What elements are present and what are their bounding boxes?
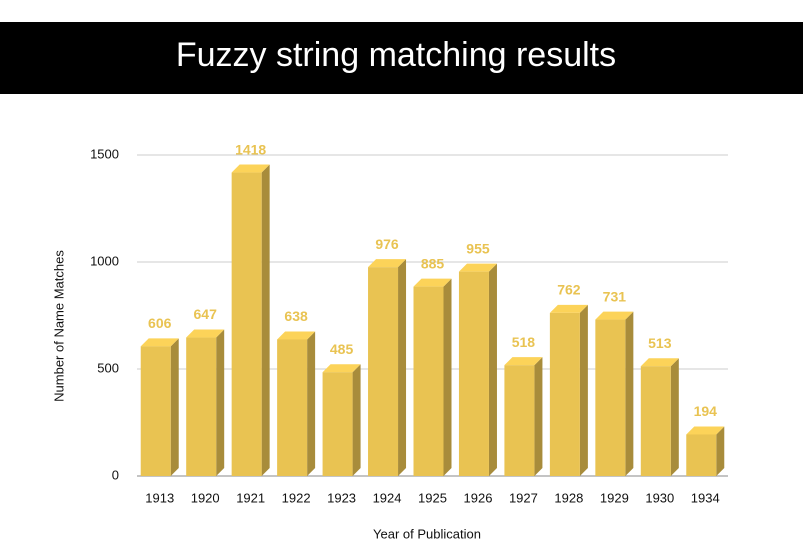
bar <box>595 311 634 476</box>
bar-front <box>413 286 444 476</box>
bar-front <box>140 346 171 476</box>
value-label: 731 <box>603 288 627 304</box>
value-label: 647 <box>194 306 218 322</box>
value-label: 518 <box>512 334 536 350</box>
value-label: 485 <box>330 341 354 357</box>
bar <box>368 259 407 476</box>
bar-top <box>413 278 452 287</box>
bar-top <box>277 331 316 340</box>
x-tick-label: 1928 <box>554 490 583 505</box>
bar <box>458 263 497 476</box>
value-label: 638 <box>284 308 308 324</box>
bar-side <box>170 338 179 476</box>
bar-side <box>443 278 452 476</box>
bar-top <box>186 329 225 338</box>
bar-top <box>595 311 634 320</box>
x-tick-label: 1921 <box>236 490 265 505</box>
bar <box>140 338 179 476</box>
y-tick-label: 1000 <box>90 253 119 268</box>
bar-top <box>231 164 270 173</box>
bar <box>686 426 725 476</box>
value-label: 194 <box>694 403 718 419</box>
bar-top <box>458 263 497 272</box>
bar-top <box>686 426 725 435</box>
bar <box>231 164 270 476</box>
x-tick-label: 1924 <box>373 490 402 505</box>
bar-top <box>640 358 679 367</box>
x-tick-label: 1934 <box>691 490 720 505</box>
x-tick-label: 1923 <box>327 490 356 505</box>
bar-side <box>398 259 407 476</box>
x-tick-label: 1913 <box>145 490 174 505</box>
x-tick-label: 1926 <box>464 490 493 505</box>
bar <box>186 329 225 476</box>
value-label: 955 <box>466 240 490 256</box>
bar-side <box>216 329 225 476</box>
y-tick-label: 500 <box>97 360 119 375</box>
x-tick-label: 1929 <box>600 490 629 505</box>
bar-front <box>322 372 353 476</box>
y-axis-label: Number of Name Matches <box>51 250 66 402</box>
value-label: 762 <box>557 282 581 298</box>
value-label: 1418 <box>235 141 266 157</box>
x-tick-label: 1930 <box>645 490 674 505</box>
bar-side <box>307 331 316 476</box>
bar <box>504 357 543 476</box>
bar <box>640 358 679 476</box>
bar-front <box>686 434 717 476</box>
x-tick-label: 1920 <box>191 490 220 505</box>
bar-front <box>368 267 399 476</box>
bar-side <box>670 358 679 476</box>
bar-front <box>186 337 217 476</box>
x-axis-label: Year of Publication <box>373 526 481 541</box>
value-label: 606 <box>148 315 172 331</box>
bar-side <box>352 364 361 476</box>
chart-title: Fuzzy string matching results <box>176 36 616 74</box>
bar-top <box>549 304 588 313</box>
title-bar <box>0 22 803 94</box>
bar-front <box>549 312 580 476</box>
bar-side <box>261 164 270 476</box>
bar-top <box>140 338 179 347</box>
bar-side <box>716 426 725 476</box>
bar-top <box>322 364 361 373</box>
x-tick-label: 1925 <box>418 490 447 505</box>
bar-front <box>504 365 535 476</box>
x-tick-label: 1922 <box>282 490 311 505</box>
bar <box>277 331 316 476</box>
bar-side <box>488 263 497 476</box>
bar <box>549 304 588 476</box>
bar <box>322 364 361 476</box>
bar-front <box>231 172 262 476</box>
bar-top <box>504 357 543 366</box>
bar-top <box>368 259 407 268</box>
value-label: 885 <box>421 255 445 271</box>
bar-front <box>277 339 308 476</box>
bar-front <box>458 271 489 476</box>
value-label: 976 <box>375 236 399 252</box>
y-tick-label: 1500 <box>90 146 119 161</box>
bar-front <box>595 319 626 476</box>
bar-side <box>534 357 543 476</box>
y-tick-label: 0 <box>112 467 119 482</box>
bar-side <box>625 311 634 476</box>
bar-front <box>640 366 671 476</box>
bar <box>413 278 452 476</box>
bar-side <box>579 304 588 476</box>
x-tick-label: 1927 <box>509 490 538 505</box>
value-label: 513 <box>648 335 672 351</box>
